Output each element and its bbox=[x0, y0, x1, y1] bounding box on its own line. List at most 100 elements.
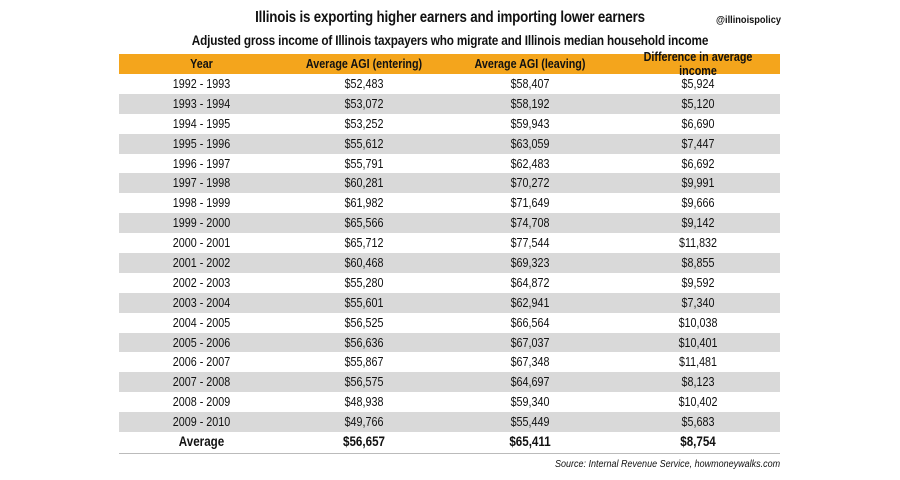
header-agi-leaving: Average AGI (leaving) bbox=[474, 57, 586, 71]
cell-difference: $9,592 bbox=[681, 275, 715, 290]
twitter-handle: @illinoispolicy bbox=[716, 14, 781, 26]
cell-agi-entering: $61,982 bbox=[344, 196, 384, 211]
cell-agi-leaving: $64,872 bbox=[510, 275, 550, 290]
table-row: 1992 - 1993 $52,483 $58,407 $5,924 bbox=[119, 74, 780, 94]
cell-year: 1999 - 2000 bbox=[172, 216, 231, 231]
cell-agi-entering: $53,252 bbox=[344, 116, 384, 131]
cell-difference: $7,447 bbox=[681, 136, 715, 151]
table-row: 2003 - 2004 $55,601 $62,941 $7,340 bbox=[119, 292, 780, 313]
cell-agi-entering: $65,712 bbox=[344, 236, 384, 251]
table-row: 2001 - 2002 $60,468 $69,323 $8,855 bbox=[119, 253, 780, 273]
table-row: 2004 - 2005 $56,525 $66,564 $10,038 bbox=[119, 313, 780, 333]
cell-difference: $9,666 bbox=[681, 196, 715, 211]
cell-agi-leaving: $55,449 bbox=[510, 415, 550, 430]
cell-agi-leaving: $67,348 bbox=[510, 355, 550, 370]
cell-difference: $10,402 bbox=[678, 395, 718, 410]
cell-agi-entering: $56,575 bbox=[344, 375, 384, 390]
cell-agi-entering: $55,280 bbox=[344, 275, 384, 290]
cell-agi-entering: $55,791 bbox=[344, 156, 384, 171]
chart-subtitle: Adjusted gross income of Illinois taxpay… bbox=[191, 32, 709, 48]
table-row: 2008 - 2009 $48,938 $59,340 $10,402 bbox=[119, 392, 780, 412]
cell-difference: $5,120 bbox=[681, 96, 715, 111]
data-table: Year Average AGI (entering) Average AGI … bbox=[119, 50, 780, 452]
cell-difference: $8,123 bbox=[681, 375, 715, 390]
table-row: 2000 - 2001 $65,712 $77,544 $11,832 bbox=[119, 233, 780, 253]
cell-year: 1996 - 1997 bbox=[172, 156, 231, 171]
cell-agi-entering: $55,601 bbox=[344, 295, 384, 310]
average-leaving: $65,411 bbox=[509, 434, 551, 450]
cell-agi-leaving: $59,340 bbox=[510, 395, 550, 410]
cell-difference: $5,924 bbox=[681, 76, 715, 91]
header-year: Year bbox=[190, 57, 213, 71]
average-label: Average bbox=[178, 434, 225, 450]
cell-year: 1994 - 1995 bbox=[172, 116, 231, 131]
table-row: 1993 - 1994 $53,072 $58,192 $5,120 bbox=[119, 93, 780, 114]
cell-agi-entering: $60,468 bbox=[344, 255, 384, 270]
cell-agi-entering: $52,483 bbox=[344, 76, 384, 91]
cell-agi-leaving: $63,059 bbox=[510, 136, 550, 151]
cell-year: 1992 - 1993 bbox=[172, 76, 231, 91]
cell-agi-entering: $48,938 bbox=[344, 395, 384, 410]
cell-year: 2001 - 2002 bbox=[172, 255, 231, 270]
cell-year: 2009 - 2010 bbox=[172, 415, 231, 430]
table-row: 2005 - 2006 $56,636 $67,037 $10,401 bbox=[119, 332, 780, 353]
table-row: 1995 - 1996 $55,612 $63,059 $7,447 bbox=[119, 133, 780, 154]
cell-agi-entering: $49,766 bbox=[344, 415, 384, 430]
cell-year: 2008 - 2009 bbox=[172, 395, 231, 410]
average-entering: $56,657 bbox=[343, 434, 385, 450]
cell-difference: $10,038 bbox=[678, 315, 718, 330]
cell-year: 1997 - 1998 bbox=[172, 176, 231, 191]
cell-year: 1993 - 1994 bbox=[172, 96, 231, 111]
bottom-rule bbox=[119, 453, 780, 454]
table-row: 1997 - 1998 $60,281 $70,272 $9,991 bbox=[119, 173, 780, 194]
cell-year: 2006 - 2007 bbox=[172, 355, 231, 370]
table-header: Year Average AGI (entering) Average AGI … bbox=[119, 50, 780, 78]
chart-title: Illinois is exporting higher earners and… bbox=[255, 9, 645, 26]
cell-year: 2005 - 2006 bbox=[172, 335, 231, 350]
cell-difference: $11,481 bbox=[678, 355, 718, 370]
cell-difference: $9,142 bbox=[681, 216, 715, 231]
average-difference: $8,754 bbox=[680, 434, 716, 450]
table-row: 2007 - 2008 $56,575 $64,697 $8,123 bbox=[119, 372, 780, 393]
cell-difference: $11,832 bbox=[678, 236, 718, 251]
cell-agi-entering: $55,867 bbox=[344, 355, 384, 370]
cell-agi-entering: $60,281 bbox=[344, 176, 384, 191]
cell-agi-entering: $65,566 bbox=[344, 216, 384, 231]
cell-agi-entering: $56,636 bbox=[344, 335, 384, 350]
source-note: Source: Internal Revenue Service, howmon… bbox=[554, 459, 780, 470]
table-row: 1999 - 2000 $65,566 $74,708 $9,142 bbox=[119, 213, 780, 234]
cell-agi-leaving: $62,941 bbox=[510, 295, 550, 310]
header-difference: Difference in average income bbox=[643, 50, 753, 78]
average-row: Average $56,657 $65,411 $8,754 bbox=[119, 432, 780, 452]
cell-agi-entering: $55,612 bbox=[344, 136, 384, 151]
table-row: 1994 - 1995 $53,252 $59,943 $6,690 bbox=[119, 114, 780, 134]
table-row: 1998 - 1999 $61,982 $71,649 $9,666 bbox=[119, 193, 780, 213]
cell-difference: $7,340 bbox=[681, 295, 715, 310]
cell-difference: $6,692 bbox=[681, 156, 715, 171]
cell-agi-leaving: $70,272 bbox=[510, 176, 550, 191]
cell-agi-leaving: $58,192 bbox=[510, 96, 550, 111]
cell-agi-leaving: $71,649 bbox=[510, 196, 550, 211]
cell-agi-leaving: $62,483 bbox=[510, 156, 550, 171]
cell-agi-leaving: $58,407 bbox=[510, 76, 550, 91]
cell-difference: $8,855 bbox=[681, 255, 715, 270]
cell-year: 1995 - 1996 bbox=[172, 136, 231, 151]
cell-year: 2003 - 2004 bbox=[172, 295, 231, 310]
table-row: 2009 - 2010 $49,766 $55,449 $5,683 bbox=[119, 412, 780, 433]
cell-year: 2000 - 2001 bbox=[172, 236, 231, 251]
cell-agi-entering: $56,525 bbox=[344, 315, 384, 330]
header-agi-entering: Average AGI (entering) bbox=[305, 57, 423, 71]
cell-agi-leaving: $66,564 bbox=[510, 315, 550, 330]
cell-agi-leaving: $74,708 bbox=[510, 216, 550, 231]
cell-agi-leaving: $59,943 bbox=[510, 116, 550, 131]
cell-difference: $10,401 bbox=[678, 335, 718, 350]
table-row: 2006 - 2007 $55,867 $67,348 $11,481 bbox=[119, 352, 780, 372]
cell-year: 2007 - 2008 bbox=[172, 375, 231, 390]
cell-year: 2002 - 2003 bbox=[172, 275, 231, 290]
cell-year: 1998 - 1999 bbox=[172, 196, 231, 211]
cell-difference: $6,690 bbox=[681, 116, 715, 131]
cell-year: 2004 - 2005 bbox=[172, 315, 231, 330]
cell-agi-leaving: $67,037 bbox=[510, 335, 550, 350]
cell-agi-leaving: $69,323 bbox=[510, 255, 550, 270]
cell-agi-leaving: $64,697 bbox=[510, 375, 550, 390]
